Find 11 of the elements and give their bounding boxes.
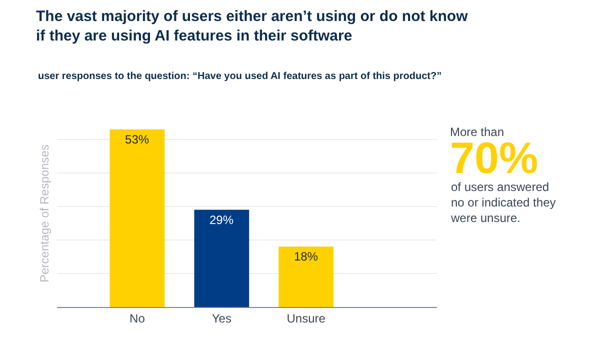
x-tick-label: No <box>130 311 146 326</box>
text: More than <box>450 125 504 139</box>
data-label: 29% <box>209 212 234 227</box>
text: of users answered no or indicated they were unsure. <box>450 180 556 226</box>
x-tick-label: Yes <box>212 311 232 326</box>
data-label: 53% <box>125 132 150 146</box>
x-tick-label: Unsure <box>286 311 326 326</box>
chart-subtitle: user responses to the question: “Have you used AI features as part of this product?” <box>38 71 442 82</box>
chart-title: The vast majority of users either aren’t using or do not know if they are using AI features in their software <box>36 8 468 44</box>
y-axis-title: Percentage of Responses <box>37 144 52 283</box>
data-label: 18% <box>294 250 318 264</box>
